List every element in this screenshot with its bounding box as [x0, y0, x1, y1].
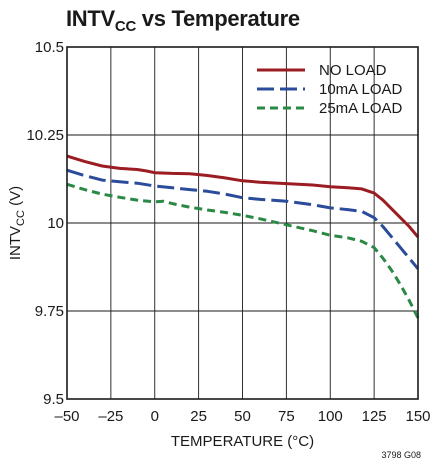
- y-tick-label: 9.75: [35, 303, 64, 320]
- legend-label: NO LOAD: [319, 62, 387, 79]
- x-tick-label: 125: [362, 408, 387, 425]
- y-tick-label: 10: [47, 215, 64, 232]
- legend: NO LOAD 10mA LOAD 25mA LOAD: [257, 62, 403, 117]
- series-line-3: [66, 182, 420, 319]
- legend-label: 25mA LOAD: [319, 100, 403, 117]
- x-tick-label: 0: [151, 408, 159, 425]
- y-axis-label-rest: (V): [7, 186, 24, 210]
- y-tick-label: 9.5: [43, 391, 64, 408]
- x-tick-label: 150: [405, 408, 430, 425]
- chart-title-rest: vs Temperature: [136, 6, 300, 31]
- y-tick-labels: 9.5 9.75 10 10.25 10.5: [26, 39, 64, 408]
- x-tick-label: –25: [98, 408, 123, 425]
- x-tick-label: 50: [234, 408, 251, 425]
- y-tick-label: 10.25: [26, 127, 64, 144]
- grid-lines: [67, 47, 418, 399]
- x-tick-labels: –50 –25 0 25 50 75 100 125 150: [54, 408, 430, 425]
- x-tick-label: 25: [190, 408, 207, 425]
- y-axis-label: INTVCC (V): [7, 186, 27, 260]
- chart-title-subscript: CC: [114, 18, 136, 35]
- y-axis-label-subscript: CC: [15, 210, 27, 226]
- x-axis-label: TEMPERATURE (°C): [171, 433, 314, 450]
- chart-title: INTVCC vs Temperature: [66, 6, 300, 35]
- chart-title-main: INTV: [66, 6, 115, 31]
- x-tick-label: 75: [278, 408, 295, 425]
- y-tick-label: 10.5: [35, 39, 64, 56]
- y-axis-label-main: INTV: [7, 226, 24, 260]
- series-line-1: [66, 154, 420, 239]
- x-tick-label: –50: [54, 408, 79, 425]
- plot-frame: [66, 46, 419, 400]
- series-line-2: [66, 168, 420, 270]
- legend-label: 10mA LOAD: [319, 81, 403, 98]
- figure-id: 3798 G08: [381, 450, 421, 460]
- x-tick-label: 100: [318, 408, 343, 425]
- series-layer: [66, 154, 420, 319]
